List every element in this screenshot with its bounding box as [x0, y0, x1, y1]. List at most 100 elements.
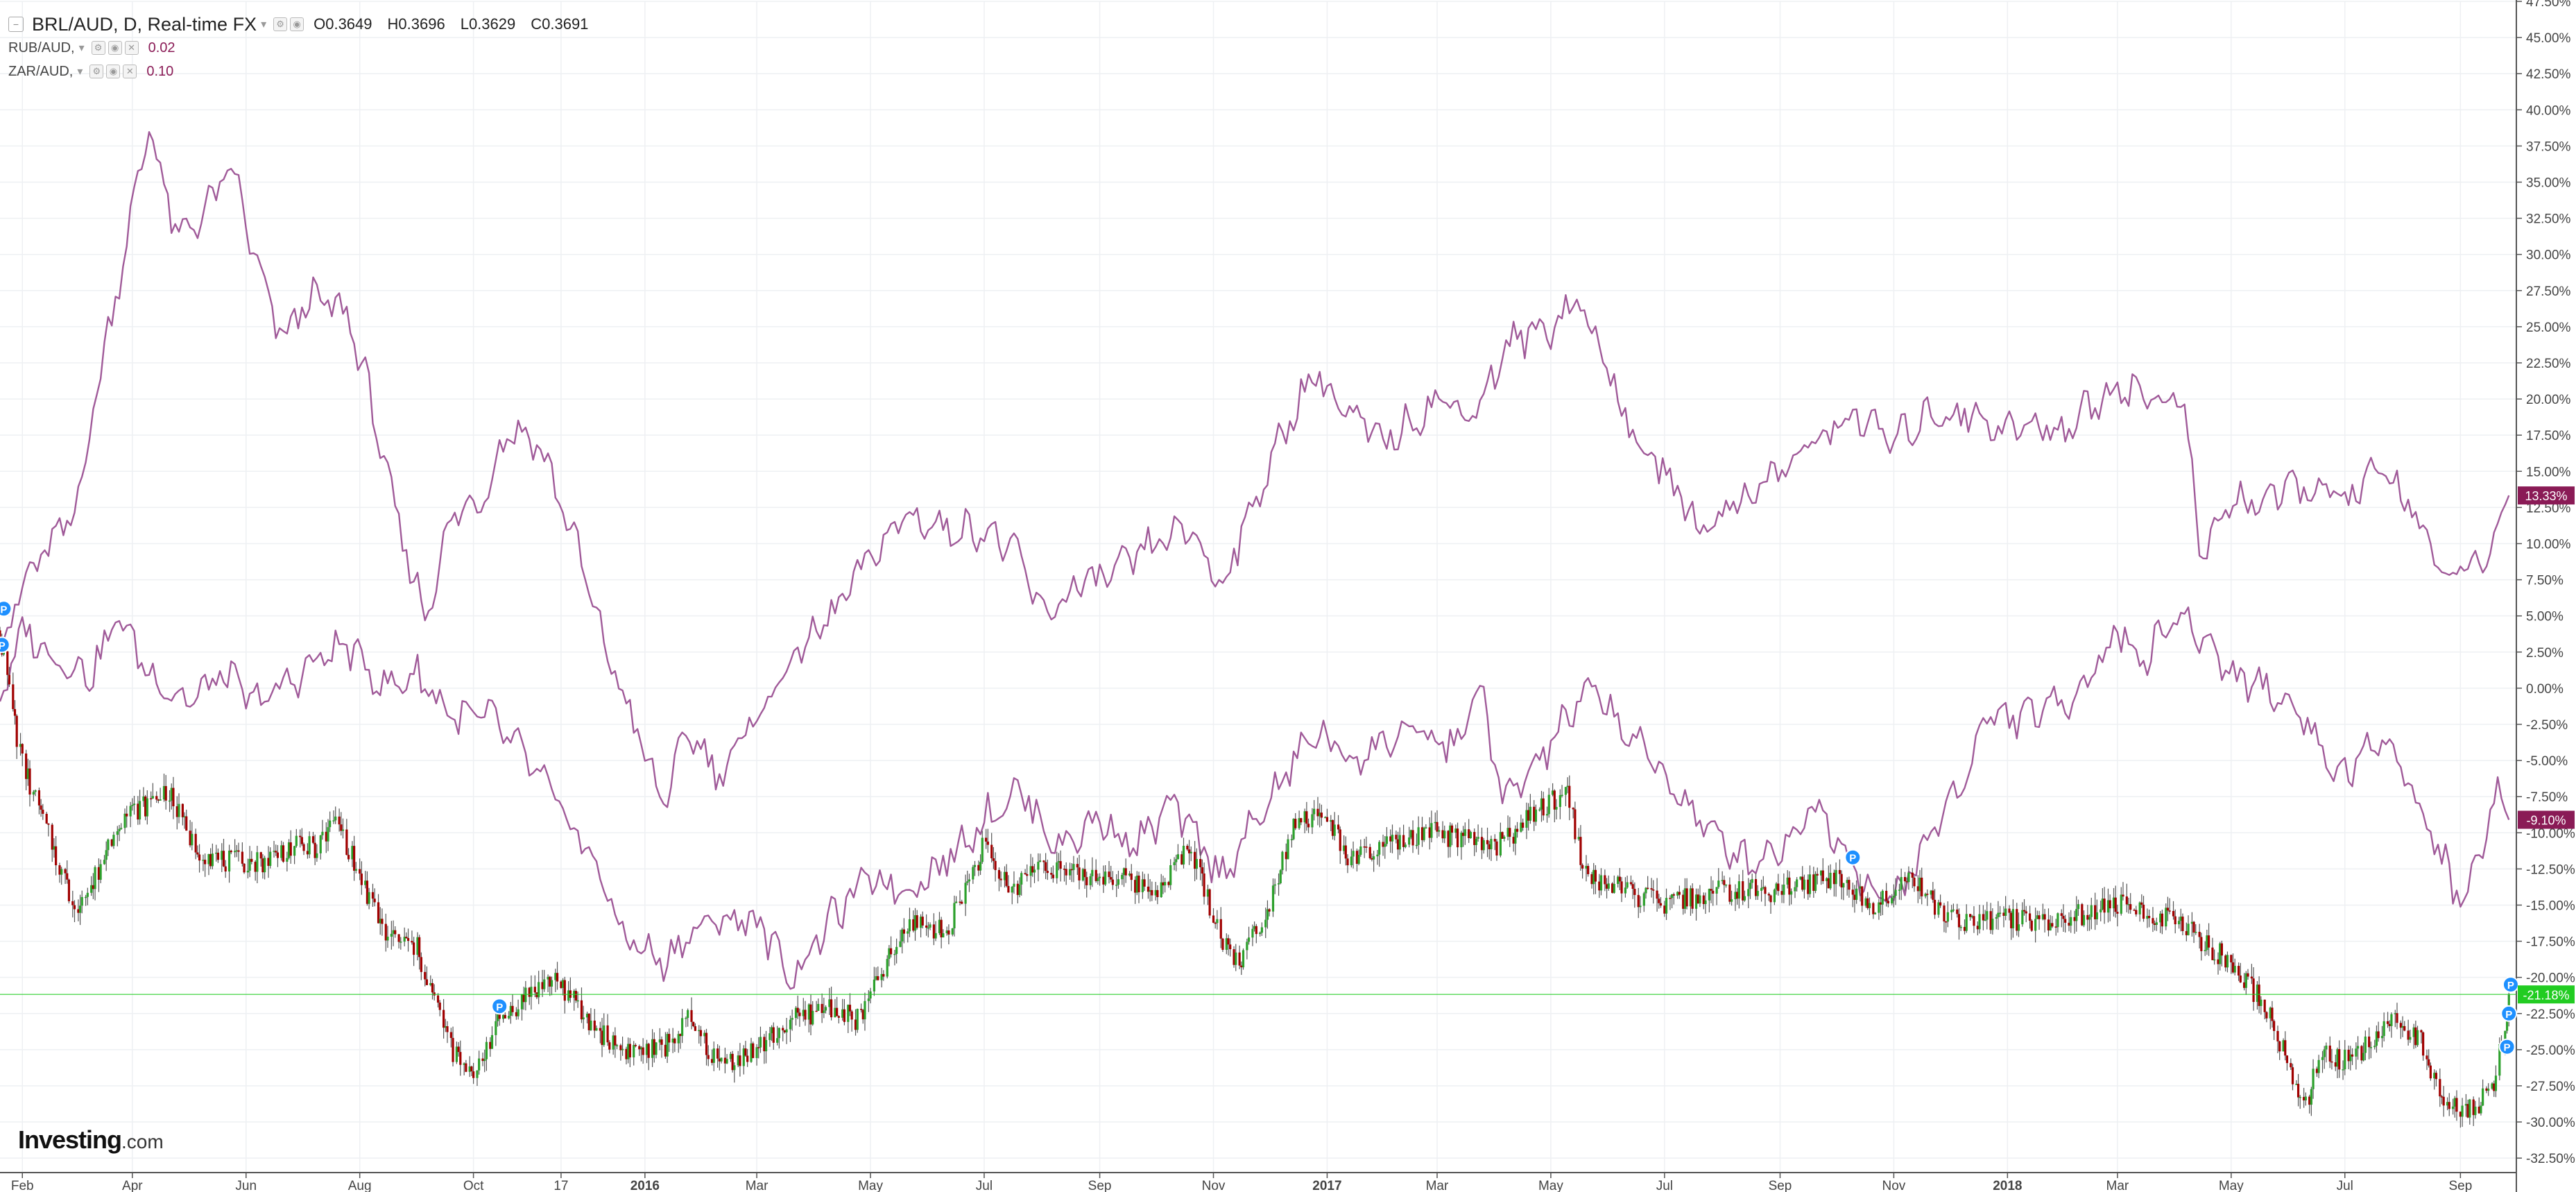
candle-body — [1124, 868, 1127, 876]
candle-body — [1721, 880, 1724, 881]
y-tick-label: 40.00% — [2526, 103, 2571, 118]
candle-body — [2351, 1054, 2354, 1057]
chevron-down-icon[interactable]: ▾ — [78, 42, 85, 54]
candle-body — [828, 999, 831, 1007]
candle-body — [1469, 832, 1472, 839]
y-tick-label: 25.00% — [2526, 321, 2571, 335]
candle-body — [1916, 886, 1919, 892]
candle-body — [2330, 1061, 2333, 1063]
p-marker-icon[interactable]: P — [2498, 1038, 2516, 1055]
chevron-down-icon[interactable]: ▾ — [77, 66, 83, 78]
hide-icon[interactable]: ◉ — [290, 17, 304, 31]
candle-body — [973, 865, 977, 867]
settings-icon[interactable]: ⚙ — [89, 65, 104, 78]
y-tick-label: 22.50% — [2526, 357, 2571, 371]
candle-body — [1932, 890, 1934, 900]
candle-body — [80, 896, 83, 906]
compare-symbol[interactable]: ZAR/AUD, — [8, 63, 74, 79]
candle-body — [2004, 908, 2007, 916]
candle-body — [1396, 839, 1400, 850]
candle-body — [554, 973, 557, 980]
candle-body — [2362, 1053, 2365, 1061]
p-marker-icon[interactable]: P — [491, 998, 508, 1015]
candle-body — [476, 1070, 479, 1078]
candle-body — [237, 850, 240, 852]
candle-body — [2100, 909, 2102, 912]
candle-body — [1303, 811, 1306, 823]
candle-body — [2233, 966, 2236, 973]
x-tick-label: Aug — [348, 1179, 372, 1192]
candle-body — [2263, 999, 2266, 1012]
candle-body — [1998, 912, 2002, 914]
close-icon[interactable]: ✕ — [124, 41, 139, 55]
price-axis[interactable]: 47.50% 45.00% 42.50% 40.00% 37.50% 35.00% 32.5… — [2516, 0, 2575, 1192]
candle-body — [2116, 912, 2119, 914]
candle-body — [1137, 875, 1140, 892]
hide-icon[interactable]: ◉ — [108, 41, 122, 55]
hide-icon[interactable]: ◉ — [106, 65, 121, 78]
candle-body — [2375, 1031, 2378, 1046]
candle-body — [889, 948, 893, 955]
candle-body — [1102, 876, 1105, 885]
candlestick-series[interactable] — [0, 627, 2510, 1128]
p-marker-icon[interactable]: P — [2500, 1005, 2518, 1022]
series-line-rub-aud[interactable] — [0, 130, 2510, 808]
candle-body — [645, 1044, 649, 1055]
candle-body — [1963, 926, 1966, 931]
candle-body — [105, 850, 108, 860]
minus-square-icon[interactable]: − — [8, 17, 24, 32]
candle-body — [913, 915, 917, 931]
chevron-down-icon[interactable]: ▾ — [261, 19, 267, 31]
candle-body — [1434, 821, 1436, 824]
candle-body — [1305, 811, 1308, 824]
candle-body — [103, 860, 106, 865]
candle-body — [181, 803, 184, 817]
candle-body — [603, 1025, 606, 1046]
candle-body — [1423, 828, 1425, 840]
p-marker-icon[interactable]: P — [2502, 976, 2519, 994]
candle-body — [1572, 808, 1574, 810]
p-marker-icon[interactable]: P — [0, 636, 10, 654]
candle-body — [222, 851, 225, 867]
candle-body — [224, 866, 227, 872]
candle-body — [1373, 856, 1375, 860]
candle-body — [308, 836, 311, 855]
candle-body — [1773, 889, 1776, 903]
legend-actions: ⚙ ◉ — [273, 17, 304, 31]
candle-body — [668, 1034, 671, 1043]
candle-body — [71, 901, 74, 905]
candle-body — [533, 987, 536, 993]
candle-body — [593, 1020, 596, 1031]
candle-body — [47, 823, 50, 825]
legend-symbol[interactable]: BRL/AUD, D, Real-time FX — [32, 13, 257, 35]
candle-body — [1482, 840, 1485, 851]
candle-body — [997, 869, 1001, 879]
settings-icon[interactable]: ⚙ — [273, 17, 288, 31]
settings-icon[interactable]: ⚙ — [91, 41, 105, 55]
compare-symbol[interactable]: RUB/AUD, — [8, 40, 75, 56]
candle-body — [1151, 889, 1153, 896]
candle-body — [1503, 836, 1506, 839]
time-axis[interactable]: Feb Apr Jun Aug Oct 17 2016 Mar May Jul Sep Nov 2017… — [0, 1172, 2516, 1192]
close-icon[interactable]: ✕ — [123, 65, 137, 78]
event-markers[interactable]: P P P P P P P — [0, 600, 2519, 1055]
candle-body — [2373, 1046, 2376, 1048]
candle-body — [2407, 1030, 2410, 1040]
candle-body — [841, 1009, 844, 1018]
candle-body — [1652, 889, 1655, 891]
candle-body — [204, 860, 207, 865]
candle-body — [1135, 875, 1138, 893]
last-value-badge: -21.18% — [2518, 985, 2575, 1004]
candle-body — [1089, 876, 1092, 885]
series-line-zar-aud[interactable] — [0, 606, 2510, 990]
p-marker-icon[interactable]: P — [1844, 849, 1862, 866]
investing-logo[interactable]: Investing.com — [18, 1125, 164, 1155]
candle-body — [712, 1048, 715, 1063]
candle-body — [1143, 879, 1146, 887]
p-marker-icon[interactable]: P — [0, 600, 12, 618]
candle-body — [1085, 877, 1088, 885]
candle-body — [1826, 878, 1828, 881]
candle-body — [58, 865, 61, 875]
candle-body — [590, 1020, 592, 1030]
